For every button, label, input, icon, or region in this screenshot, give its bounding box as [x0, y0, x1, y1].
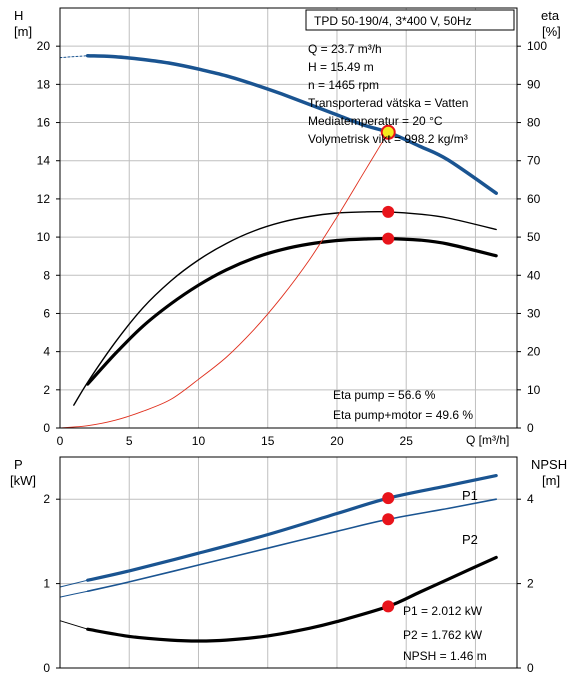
- curve-eta-pump-motor: [86, 236, 498, 386]
- bottom-right-axis-name: NPSH: [531, 457, 567, 472]
- chart-title: TPD 50-190/4, 3*400 V, 50Hz: [314, 14, 472, 28]
- top-panel-tick-labels: 0 2 4 6 8 10 12 14 16 18 20 0 10 20 30 40 50 60 70 80 90 100 0…: [37, 39, 548, 448]
- tick-label-right: 0: [527, 661, 534, 675]
- tick-label-left: 18: [37, 77, 51, 91]
- tick-label-left: 10: [37, 230, 51, 244]
- bottom-left-axis-unit: [kW]: [10, 473, 36, 488]
- tick-label-x: 5: [126, 434, 133, 448]
- operating-point-marker: [382, 232, 395, 245]
- curve-p2: [86, 498, 497, 592]
- info-liquid: Transporterad vätska = Vatten: [308, 96, 468, 110]
- info-flow: Q = 23.7 m³/h: [308, 42, 382, 56]
- curve-npsh-dashed: [59, 620, 89, 630]
- info-speed: n = 1465 rpm: [308, 78, 379, 92]
- curve-npsh: [86, 555, 498, 643]
- tick-label-right: 50: [527, 230, 541, 244]
- tick-label-right: 70: [527, 154, 541, 168]
- info-density: Volymetrisk vikt = 998.2 kg/m³: [308, 132, 468, 146]
- bottom-left-axis-name: P: [14, 457, 23, 472]
- title-box: [305, 9, 515, 31]
- bottom-panel-tick-labels: 0 1 2 0 2 4: [43, 492, 534, 675]
- series-label-p1: P1: [462, 488, 478, 503]
- tick-label-right: 0: [527, 421, 534, 435]
- info-head: H = 15.49 m: [308, 60, 374, 74]
- tick-label-x: 15: [261, 434, 275, 448]
- tick-label-left: 2: [43, 492, 50, 506]
- tick-label-right: 20: [527, 345, 541, 359]
- info-temperature: Mediatemperatur = 20 °C: [308, 114, 443, 128]
- tick-label-left: 1: [43, 577, 50, 591]
- tick-label-right: 40: [527, 268, 541, 282]
- top-panel-markers: [380, 124, 396, 245]
- tick-label-right: 4: [527, 492, 534, 506]
- info-npsh: NPSH = 1.46 m: [403, 649, 487, 663]
- tick-label-left: 14: [37, 154, 51, 168]
- top-left-axis-unit: [m]: [14, 24, 32, 39]
- curve-head-dashed: [59, 55, 89, 59]
- operating-point-marker: [382, 492, 395, 505]
- tick-label-x: 20: [330, 434, 344, 448]
- curve-p1: [86, 474, 498, 582]
- top-right-axis-unit: [%]: [542, 24, 561, 39]
- tick-label-right: 30: [527, 306, 541, 320]
- tick-label-x: 0: [57, 434, 64, 448]
- curve-p2-dashed: [59, 590, 89, 598]
- tick-label-left: 2: [43, 383, 50, 397]
- tick-label-left: 0: [43, 661, 50, 675]
- tick-label-left: 16: [37, 116, 51, 130]
- tick-label-x: 25: [400, 434, 414, 448]
- bottom-right-axis-unit: [m]: [542, 473, 560, 488]
- eta-pump-label: Eta pump = 56.6 %: [333, 388, 436, 402]
- tick-label-right: 2: [527, 577, 534, 591]
- info-p2: P2 = 1.762 kW: [403, 628, 483, 642]
- operating-point-marker: [382, 600, 395, 613]
- top-left-axis-name: H: [14, 8, 23, 23]
- tick-label-right: 80: [527, 116, 541, 130]
- tick-label-right: 10: [527, 383, 541, 397]
- curve-eta-pump: [73, 210, 497, 406]
- tick-label-left: 6: [43, 306, 50, 320]
- bottom-panel-curves: [59, 474, 498, 643]
- curve-head: [85, 53, 498, 195]
- top-panel-curves: [59, 53, 498, 429]
- top-panel-grid: [60, 8, 517, 428]
- tick-label-left: 12: [37, 192, 51, 206]
- tick-label-left: 0: [43, 421, 50, 435]
- tick-label-left: 4: [43, 345, 50, 359]
- curve-system: [59, 131, 389, 429]
- top-plot-frame: [59, 7, 518, 429]
- tick-label-left: 8: [43, 268, 50, 282]
- tick-label-right: 90: [527, 77, 541, 91]
- operating-point-marker: [382, 205, 395, 218]
- tick-label-left: 20: [37, 39, 51, 53]
- info-p1: P1 = 2.012 kW: [403, 604, 483, 618]
- series-label-p2: P2: [462, 532, 478, 547]
- operating-point-marker: [382, 513, 395, 526]
- tick-label-right: 60: [527, 192, 541, 206]
- top-right-axis-name: eta: [541, 8, 560, 23]
- tick-label-x: 10: [192, 434, 206, 448]
- tick-label-right: 100: [527, 39, 547, 53]
- eta-pump-motor-label: Eta pump+motor = 49.6 %: [333, 408, 473, 422]
- bottom-panel-markers: [382, 492, 395, 613]
- bottom-plot-frame: [59, 456, 518, 669]
- x-axis-label: Q [m³/h]: [466, 433, 509, 447]
- duty-point-marker: [380, 124, 396, 140]
